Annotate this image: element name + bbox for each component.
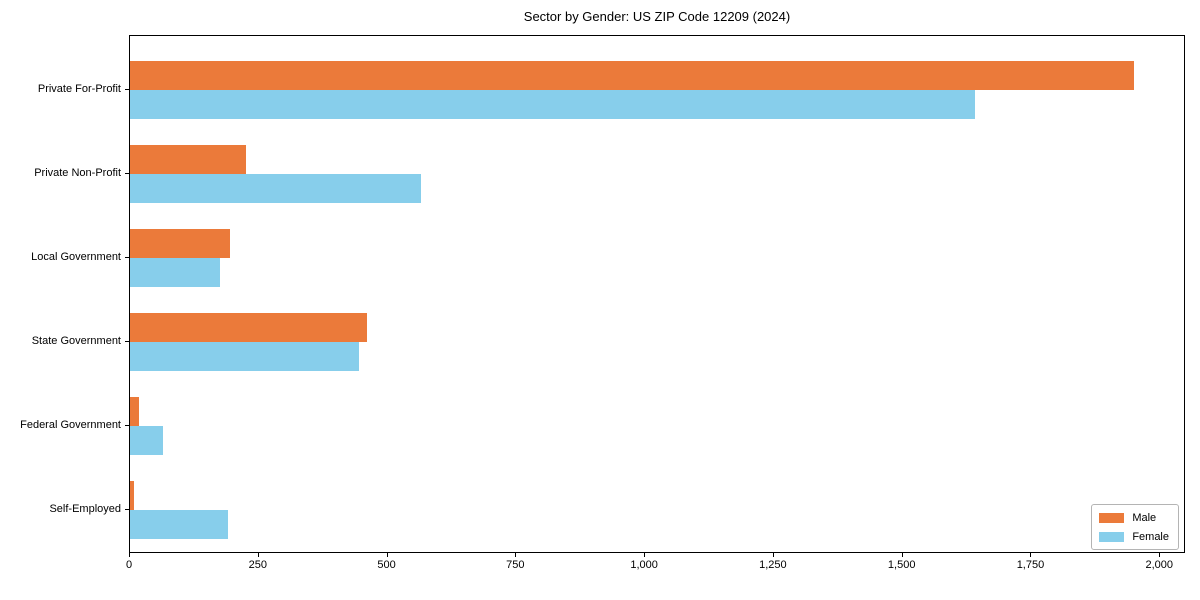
x-tick-mark bbox=[386, 553, 388, 557]
bar-female-private-for-profit bbox=[130, 90, 975, 119]
x-tick-label: 1,000 bbox=[630, 559, 658, 571]
y-tick-label-private-non-profit: Private Non-Profit bbox=[34, 167, 121, 179]
legend-label-female: Female bbox=[1132, 530, 1169, 543]
bar-male-private-for-profit bbox=[130, 61, 1134, 90]
bar-female-federal-government bbox=[130, 426, 163, 455]
legend-label-male: Male bbox=[1132, 511, 1157, 524]
x-tick-label: 1,500 bbox=[887, 559, 916, 571]
legend-swatch-female bbox=[1099, 531, 1125, 542]
x-tick-label: 750 bbox=[506, 559, 525, 571]
x-tick-label: 500 bbox=[377, 559, 396, 571]
x-tick-mark bbox=[772, 553, 774, 557]
bar-male-state-government bbox=[130, 313, 367, 342]
legend: Male Female bbox=[1091, 504, 1179, 550]
legend-item-male: Male bbox=[1099, 510, 1169, 525]
x-tick-mark bbox=[901, 553, 903, 557]
y-tick-mark bbox=[125, 509, 129, 510]
y-tick-mark bbox=[125, 257, 129, 258]
bar-female-local-government bbox=[130, 258, 220, 287]
x-tick-mark bbox=[644, 553, 646, 557]
plot-area: Male Female bbox=[129, 35, 1185, 553]
bar-female-private-non-profit bbox=[130, 174, 421, 203]
x-tick-mark bbox=[1030, 553, 1032, 557]
y-tick-mark bbox=[125, 173, 129, 174]
bar-male-federal-government bbox=[130, 397, 139, 426]
x-tick-label: 0 bbox=[125, 559, 133, 571]
bar-male-local-government bbox=[130, 229, 230, 258]
bar-female-self-employed bbox=[130, 510, 228, 539]
chart-title: Sector by Gender: US ZIP Code 12209 (202… bbox=[523, 9, 791, 24]
bar-female-state-government bbox=[130, 342, 359, 371]
bar-male-private-non-profit bbox=[130, 145, 246, 174]
legend-item-female: Female bbox=[1099, 529, 1169, 544]
x-tick-label: 2,000 bbox=[1145, 559, 1173, 571]
x-tick-mark bbox=[257, 553, 259, 557]
y-tick-label-local-government: Local Government bbox=[31, 251, 121, 263]
y-tick-label-self-employed: Self-Employed bbox=[49, 503, 121, 515]
x-tick-mark bbox=[129, 553, 130, 557]
x-tick-mark bbox=[515, 553, 517, 557]
y-tick-mark bbox=[125, 341, 129, 342]
x-tick-label: 1,750 bbox=[1016, 559, 1045, 571]
bar-male-self-employed bbox=[130, 481, 134, 510]
x-tick-label: 250 bbox=[248, 559, 267, 571]
y-tick-label-state-government: State Government bbox=[31, 335, 121, 347]
x-tick-mark bbox=[1159, 553, 1161, 557]
y-tick-mark bbox=[125, 89, 129, 90]
y-tick-mark bbox=[125, 425, 129, 426]
legend-swatch-male bbox=[1099, 512, 1125, 523]
y-tick-label-private-for-profit: Private For-Profit bbox=[37, 83, 121, 95]
x-tick-label: 1,250 bbox=[759, 559, 787, 571]
y-tick-label-federal-government: Federal Government bbox=[20, 419, 121, 431]
